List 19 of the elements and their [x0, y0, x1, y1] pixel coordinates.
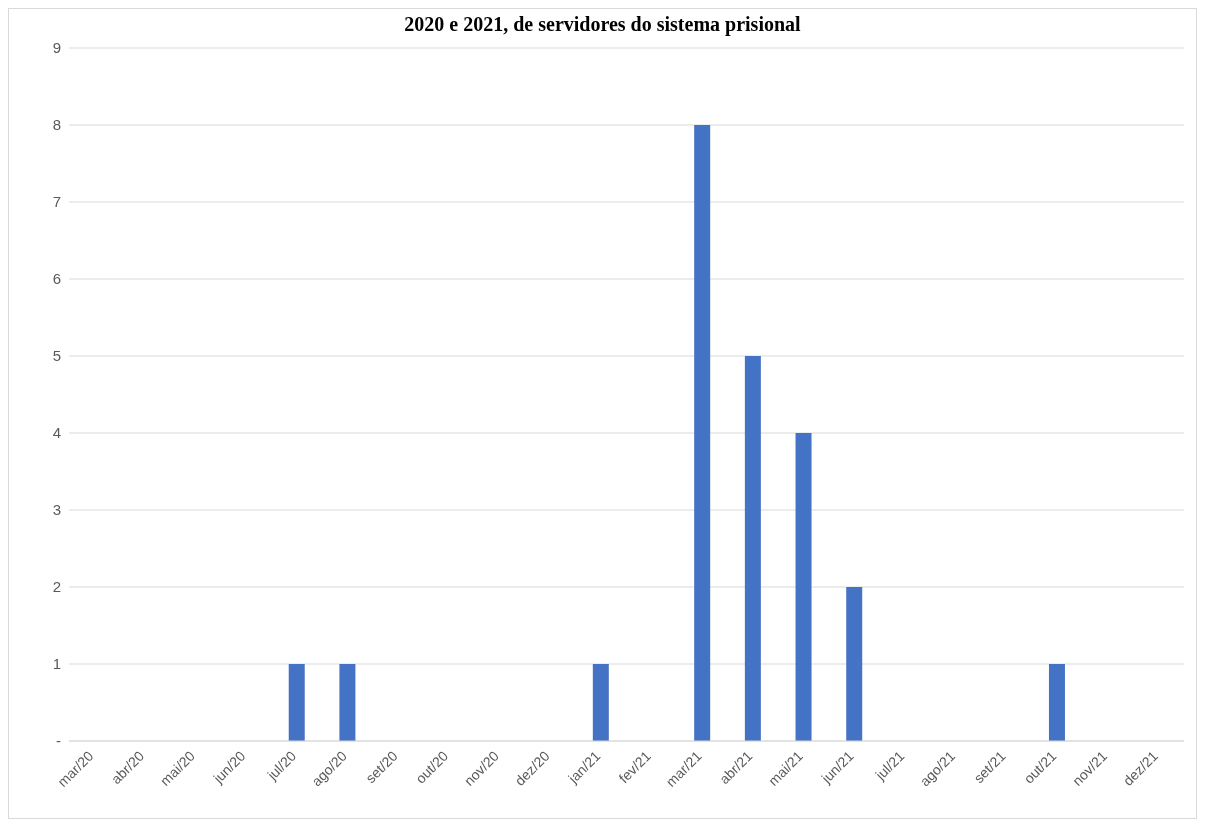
- bar: [1048, 664, 1065, 741]
- y-tick-label: 5: [52, 347, 61, 365]
- y-tick-label: 3: [52, 501, 61, 519]
- bar: [288, 664, 305, 741]
- y-tick-label: 8: [52, 116, 61, 134]
- y-tick-label: 7: [52, 193, 61, 211]
- bar: [846, 587, 863, 741]
- y-tick-label: 9: [52, 39, 61, 57]
- y-tick-label: 2: [52, 578, 61, 596]
- bar: [694, 125, 711, 741]
- bar: [592, 664, 609, 741]
- chart-title: 2020 e 2021, de servidores do sistema prisional: [403, 13, 802, 36]
- bar: [339, 664, 356, 741]
- y-tick-label: 1: [52, 655, 61, 673]
- y-tick-label: 4: [52, 424, 61, 442]
- y-tick-label: -: [56, 732, 61, 750]
- bar: [795, 433, 812, 741]
- y-tick-label: 6: [52, 270, 61, 288]
- bar: [744, 356, 761, 741]
